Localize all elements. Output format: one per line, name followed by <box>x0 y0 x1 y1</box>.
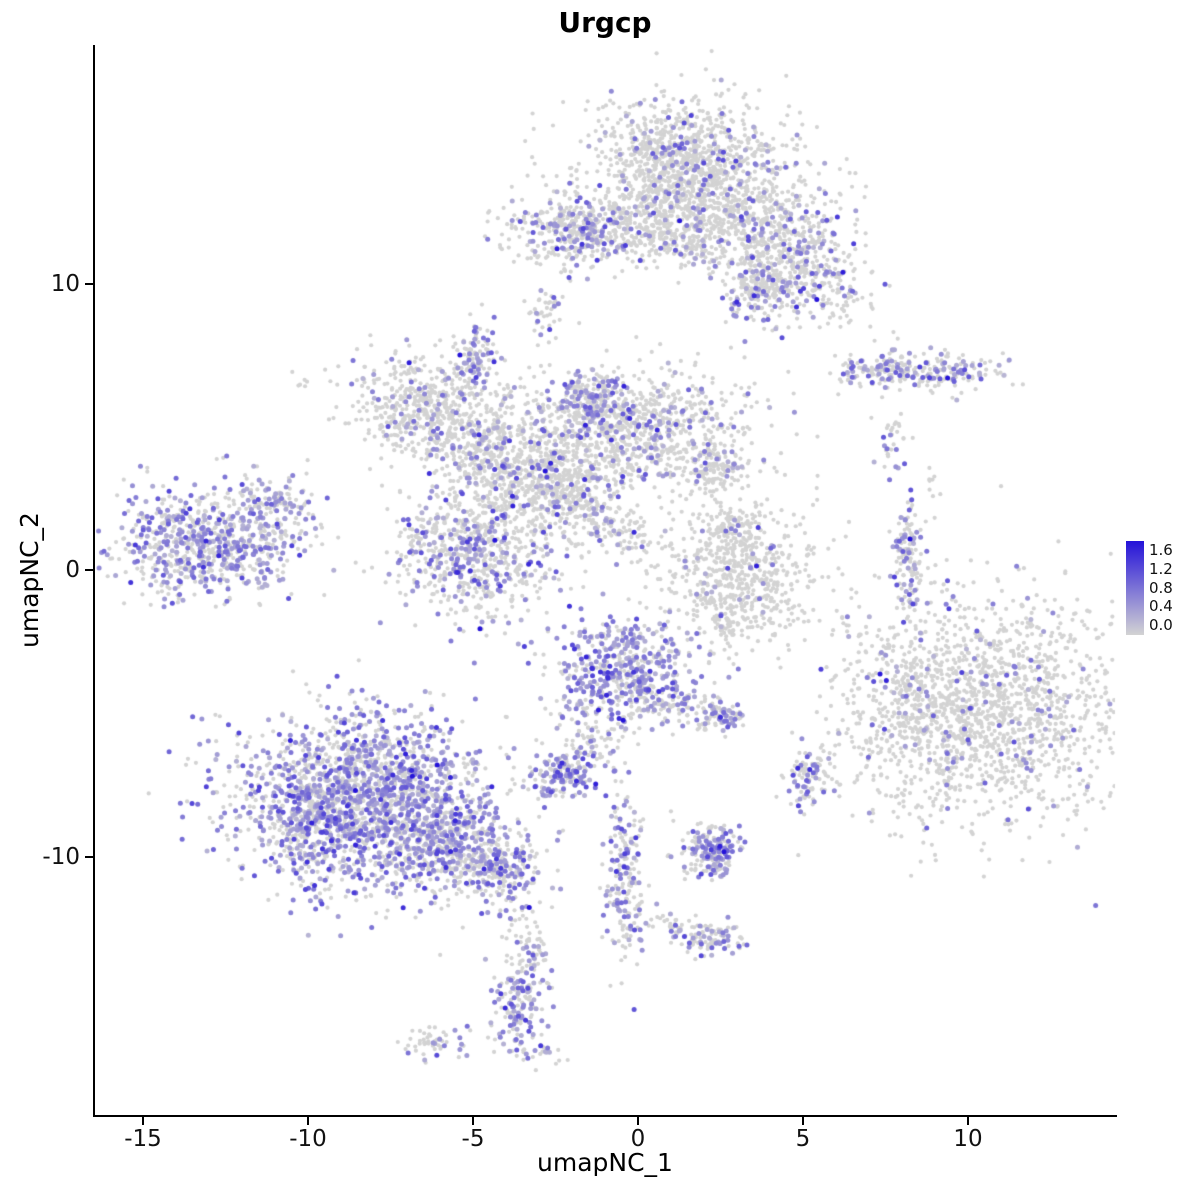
x-tick-label: -10 <box>289 1126 327 1152</box>
x-tick-label: 5 <box>795 1126 811 1152</box>
y-tick-label: 10 <box>50 270 80 297</box>
x-tick-label: 0 <box>630 1126 646 1152</box>
x-tick-mark <box>967 1117 969 1125</box>
x-tick-mark <box>802 1117 804 1125</box>
x-axis-line <box>93 1115 1117 1117</box>
legend-tick-label: 1.2 <box>1149 559 1173 578</box>
x-tick-mark <box>142 1117 144 1125</box>
legend-tick-label: 1.6 <box>1149 541 1173 559</box>
x-tick-label: -5 <box>461 1126 485 1152</box>
expression-colorbar <box>1126 541 1144 635</box>
x-axis-title: umapNC_1 <box>537 1148 673 1177</box>
y-tick-mark <box>85 282 93 285</box>
y-tick-mark <box>85 855 93 858</box>
y-axis-line <box>93 45 95 1117</box>
x-tick-label: -15 <box>124 1126 162 1152</box>
legend-tick-label: 0.0 <box>1149 616 1173 635</box>
y-tick-label: 0 <box>65 557 80 583</box>
x-tick-mark <box>307 1117 309 1125</box>
legend-tick-label: 0.8 <box>1149 578 1173 597</box>
x-tick-label: 10 <box>953 1126 983 1152</box>
x-tick-mark <box>472 1117 474 1125</box>
y-tick-label: -10 <box>42 843 80 870</box>
plot-title: Urgcp <box>558 6 652 39</box>
x-tick-mark <box>637 1117 639 1125</box>
legend-tick-label: 0.4 <box>1149 597 1173 616</box>
y-tick-mark <box>85 569 93 571</box>
